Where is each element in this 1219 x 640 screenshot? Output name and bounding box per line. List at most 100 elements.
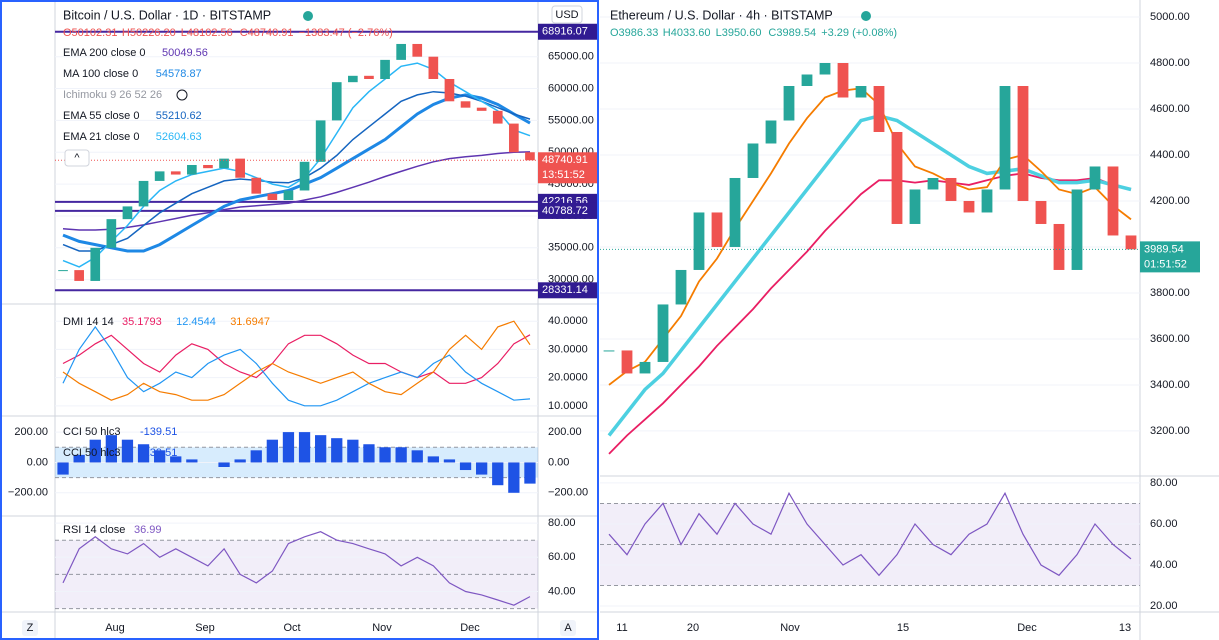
candle [138, 180, 149, 207]
candle [396, 43, 406, 60]
ohlc-value: L3950.60 [716, 27, 762, 39]
y-tick-label: 55000.00 [548, 114, 594, 126]
indicator-line [608, 491, 1132, 577]
scale-button[interactable] [560, 620, 576, 636]
cci-bar [282, 432, 295, 463]
candle [364, 75, 374, 79]
y-tick-label: 65000.00 [548, 51, 594, 63]
candle [1053, 223, 1065, 270]
candle [1107, 166, 1119, 236]
currency[interactable]: USD [555, 9, 578, 21]
candle [999, 86, 1011, 190]
candle [170, 171, 181, 175]
ohlc-value: O50102.31 [63, 27, 117, 39]
x-tick-label: Nov [780, 622, 800, 634]
candle [267, 193, 278, 201]
candle [909, 189, 921, 224]
cci-bar [379, 447, 391, 463]
indicator-line [62, 334, 531, 384]
y-tick-label: 4400.00 [1150, 149, 1190, 161]
candle [509, 123, 519, 153]
indicator-name: DMI 14 14 [63, 316, 114, 328]
cci-bar [218, 462, 230, 467]
scale-button-label[interactable]: Z [27, 622, 34, 634]
candle [837, 63, 849, 98]
cci-bar [427, 456, 439, 463]
indicator-line [62, 531, 531, 606]
ohlc-value: H4033.60 [663, 27, 711, 39]
candle [299, 161, 310, 191]
y-tick-label: 30.0000 [548, 343, 588, 355]
indicator-name: CCI 50 hlc3 [63, 447, 120, 459]
cci-bar [154, 450, 166, 463]
legend-name: EMA 55 close 0 [63, 110, 139, 122]
last-price-label: 3989.54 [1144, 243, 1184, 255]
candle [1089, 166, 1101, 190]
indicator-line [62, 320, 531, 401]
candle [783, 86, 795, 121]
cci-bar [121, 439, 134, 463]
level-label-bg [538, 202, 598, 219]
ohlc-value: −1383.47 (−2.76%) [299, 27, 393, 39]
candle [927, 177, 939, 190]
candle [855, 86, 867, 98]
scale-button[interactable] [22, 620, 38, 636]
x-tick-label: Dec [460, 622, 480, 634]
level-label: 28331.14 [542, 284, 588, 296]
cci-bar [186, 459, 198, 463]
candle [675, 269, 687, 305]
candle [412, 43, 423, 57]
active-pane-border [0, 0, 599, 640]
cci-bar [524, 462, 536, 484]
countdown-bg [1140, 256, 1200, 273]
candle [819, 63, 831, 75]
candle [74, 270, 84, 281]
cci-bar [137, 444, 150, 463]
x-tick-label: Nov [372, 622, 392, 634]
collapse-icon[interactable]: ^ [74, 152, 80, 164]
ohlc-value: O3986.33 [610, 27, 658, 39]
y-tick-label: 3400.00 [1150, 379, 1190, 391]
level-label: 68916.07 [542, 26, 588, 38]
level-label: 40788.72 [542, 205, 588, 217]
candle [525, 152, 535, 161]
cci-bar [443, 459, 456, 463]
last-price-label-bg [1140, 241, 1200, 258]
candle [348, 75, 358, 83]
live-dot [861, 11, 871, 21]
cci-bar [363, 444, 375, 463]
currency-button[interactable] [551, 5, 583, 24]
candle [729, 177, 741, 247]
collapse-button[interactable] [64, 149, 90, 167]
candle [765, 120, 777, 144]
y-tick-label: 3200.00 [1150, 425, 1190, 437]
legend-value: 54578.87 [156, 68, 202, 80]
legend-name: Ichimoku 9 26 52 26 [63, 89, 162, 101]
candle [1017, 86, 1029, 201]
candle [251, 177, 262, 194]
cci-bar [476, 462, 488, 475]
y-tick-label: 4800.00 [1150, 57, 1190, 69]
x-tick-label: Aug [105, 622, 125, 634]
candle [1071, 189, 1083, 270]
candle [873, 86, 885, 132]
candle [444, 78, 455, 102]
legend-name: EMA 200 close 0 [63, 47, 146, 59]
x-tick-label: 11 [616, 622, 627, 634]
candle [219, 158, 229, 169]
cci-bar [411, 450, 423, 463]
candle [331, 82, 342, 121]
y-tick-label: 200.00 [14, 426, 48, 438]
scale-button-label[interactable]: A [564, 622, 572, 634]
candle [639, 361, 651, 374]
x-tick-label: Dec [1017, 622, 1037, 634]
cci-bar [250, 450, 262, 463]
y-tick-label: 3600.00 [1150, 333, 1190, 345]
ohlc-value: +3.29 (+0.08%) [821, 27, 897, 39]
candle [187, 164, 197, 175]
y-tick-label: −200.00 [8, 487, 48, 499]
ohlc-value: H50226.20 [122, 27, 176, 39]
cci-bar [315, 435, 327, 463]
indicator-name: CCI 50 hlc3 [63, 426, 120, 438]
